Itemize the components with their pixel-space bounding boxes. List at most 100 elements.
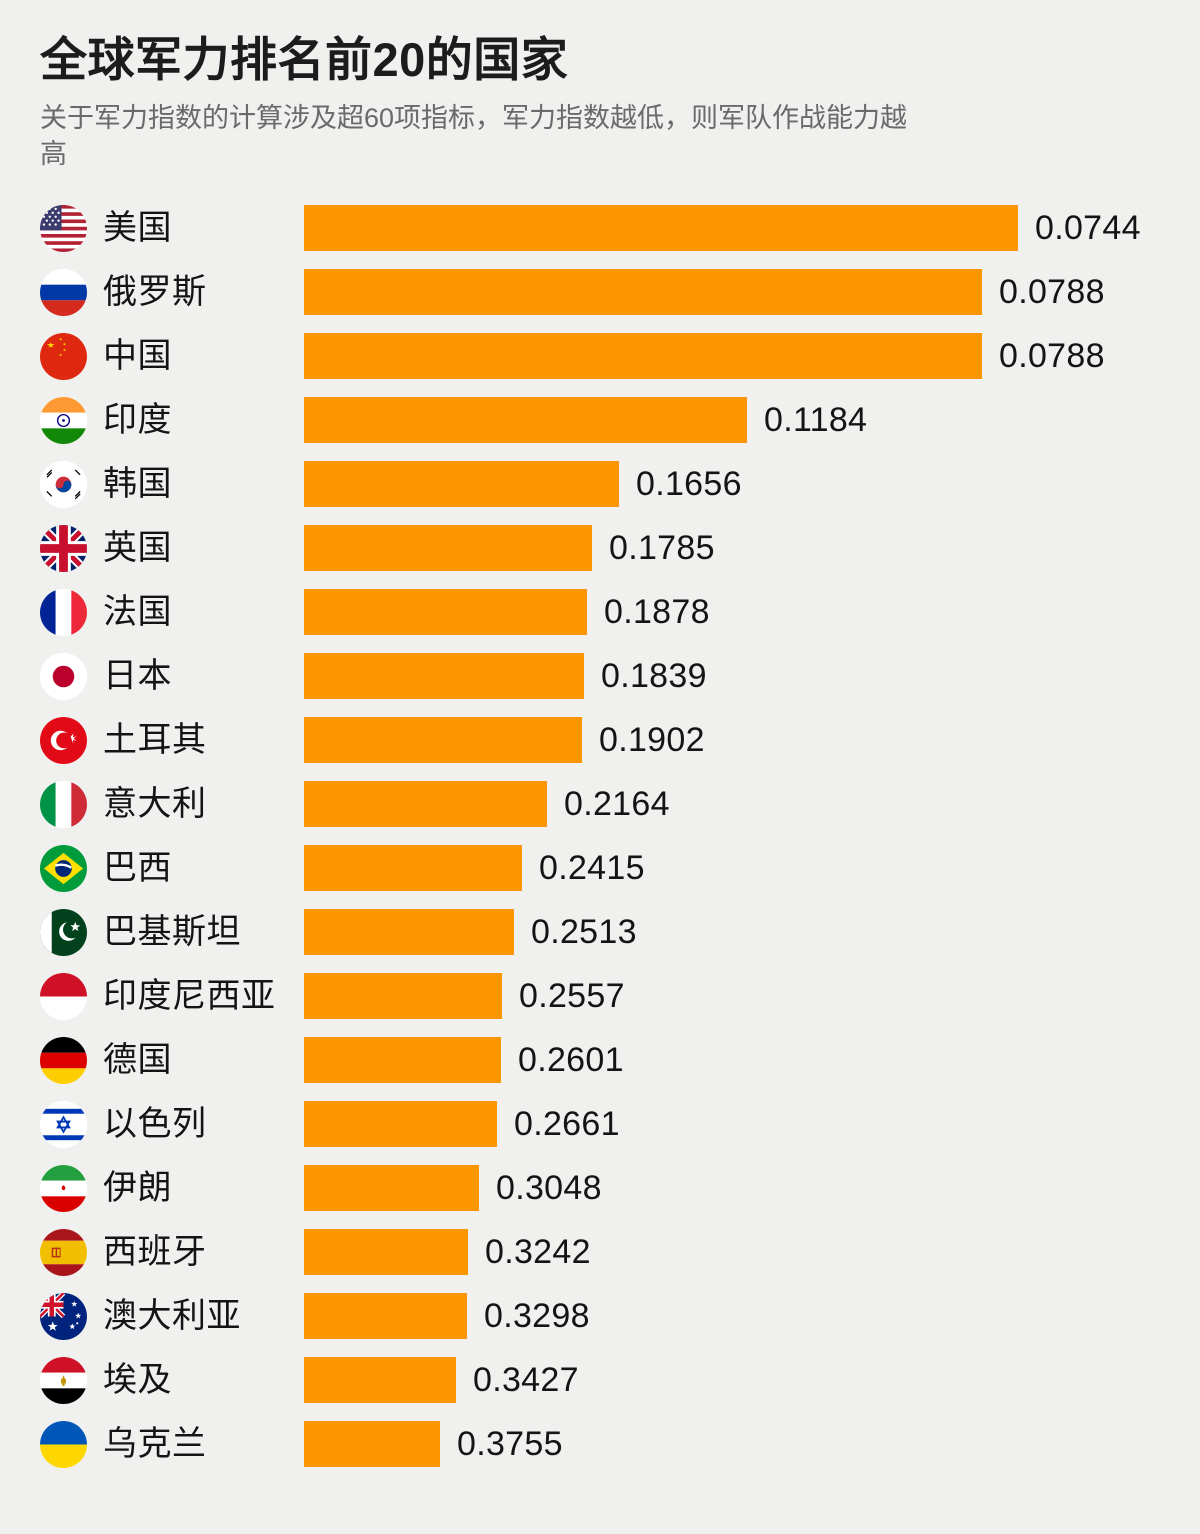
value-label: 0.1184 <box>764 400 868 439</box>
flag-united-kingdom-icon <box>40 524 87 572</box>
bar-area: 0.3242 <box>304 1220 1200 1284</box>
table-row: 俄罗斯 0.0788 <box>40 260 1200 324</box>
bar-area: 0.1656 <box>304 452 1200 516</box>
flag-spain-icon <box>40 1228 87 1276</box>
country-label: 埃及 <box>103 1361 172 1400</box>
table-row: 巴基斯坦 0.2513 <box>40 900 1200 964</box>
country-label: 印度尼西亚 <box>103 977 276 1016</box>
country-label: 澳大利亚 <box>103 1297 241 1336</box>
value-bar <box>304 525 592 572</box>
bar-area: 0.1785 <box>304 516 1200 580</box>
chart-header: 全球军力排名前20的国家 关于军力指数的计算涉及超60项指标，军力指数越低，则军… <box>0 0 1200 172</box>
bar-area: 0.3048 <box>304 1156 1200 1220</box>
flag-south-korea-icon <box>40 460 87 508</box>
table-row: 印度 0.1184 <box>40 388 1200 452</box>
value-label: 0.3427 <box>473 1360 579 1399</box>
country-label: 英国 <box>103 529 172 568</box>
country-label: 西班牙 <box>103 1233 207 1272</box>
table-row: 英国 0.1785 <box>40 516 1200 580</box>
flag-turkey-icon <box>40 716 87 764</box>
value-label: 0.3755 <box>457 1424 563 1463</box>
bar-area: 0.3427 <box>304 1348 1200 1412</box>
value-label: 0.0788 <box>999 272 1105 311</box>
value-bar <box>304 653 584 700</box>
bar-area: 0.1902 <box>304 708 1200 772</box>
value-bar <box>304 589 587 636</box>
value-label: 0.2513 <box>531 912 637 951</box>
country-label: 印度 <box>103 401 172 440</box>
value-label: 0.0788 <box>999 336 1105 375</box>
flag-pakistan-icon <box>40 908 87 956</box>
table-row: 日本 0.1839 <box>40 644 1200 708</box>
bar-area: 0.1839 <box>304 644 1200 708</box>
value-label: 0.2164 <box>564 784 670 823</box>
country-label: 德国 <box>103 1041 172 1080</box>
flag-germany-icon <box>40 1036 87 1084</box>
flag-russia-icon <box>40 268 87 316</box>
bar-area: 0.2513 <box>304 900 1200 964</box>
flag-india-icon <box>40 396 87 444</box>
table-row: 德国 0.2601 <box>40 1028 1200 1092</box>
bar-area: 0.0788 <box>304 260 1200 324</box>
country-label: 伊朗 <box>103 1169 172 1208</box>
value-bar <box>304 845 522 892</box>
table-row: 澳大利亚 0.3298 <box>40 1284 1200 1348</box>
bar-area: 0.2661 <box>304 1092 1200 1156</box>
page-title: 全球军力排名前20的国家 <box>40 33 569 86</box>
value-bar <box>304 717 582 764</box>
bar-area: 0.0744 <box>304 196 1200 260</box>
value-bar <box>304 1165 479 1212</box>
bar-area: 0.2415 <box>304 836 1200 900</box>
value-bar <box>304 461 619 508</box>
value-bar <box>304 1357 456 1404</box>
value-label: 0.1839 <box>601 656 707 695</box>
bar-area: 0.3298 <box>304 1284 1200 1348</box>
flag-brazil-icon <box>40 844 87 892</box>
value-bar <box>304 333 982 380</box>
value-label: 0.2661 <box>514 1104 620 1143</box>
flag-japan-icon <box>40 652 87 700</box>
table-row: 印度尼西亚 0.2557 <box>40 964 1200 1028</box>
flag-china-icon <box>40 332 87 380</box>
bar-area: 0.0788 <box>304 324 1200 388</box>
bar-area: 0.2601 <box>304 1028 1200 1092</box>
value-bar <box>304 1421 440 1468</box>
value-label: 0.1878 <box>604 592 710 631</box>
bar-chart-rows: 美国 0.0744 俄罗斯 0.0788 中国 0.0788 印度 0.1184 韩国 0.165… <box>0 196 1200 1476</box>
flag-united-states-icon <box>40 204 87 252</box>
country-label: 乌克兰 <box>103 1425 207 1464</box>
value-label: 0.2415 <box>539 848 645 887</box>
flag-australia-icon <box>40 1292 87 1340</box>
flag-indonesia-icon <box>40 972 87 1020</box>
value-label: 0.1656 <box>636 464 742 503</box>
country-label: 意大利 <box>103 785 207 824</box>
value-label: 0.1785 <box>609 528 715 567</box>
table-row: 法国 0.1878 <box>40 580 1200 644</box>
table-row: 中国 0.0788 <box>40 324 1200 388</box>
bar-area: 0.2164 <box>304 772 1200 836</box>
country-label: 日本 <box>103 657 172 696</box>
bar-area: 0.1878 <box>304 580 1200 644</box>
value-label: 0.3298 <box>484 1296 590 1335</box>
value-bar <box>304 1101 497 1148</box>
value-bar <box>304 1037 501 1084</box>
country-label: 巴基斯坦 <box>103 913 241 952</box>
flag-france-icon <box>40 588 87 636</box>
chart-subtitle: 关于军力指数的计算涉及超60项指标，军力指数越低，则军队作战能力越高 <box>40 102 908 169</box>
country-label: 俄罗斯 <box>103 273 207 312</box>
bar-area: 0.2557 <box>304 964 1200 1028</box>
value-label: 0.2601 <box>518 1040 624 1079</box>
value-bar <box>304 973 502 1020</box>
value-label: 0.2557 <box>519 976 625 1015</box>
country-label: 法国 <box>103 593 172 632</box>
table-row: 西班牙 0.3242 <box>40 1220 1200 1284</box>
value-label: 0.3048 <box>496 1168 602 1207</box>
value-bar <box>304 1229 468 1276</box>
table-row: 巴西 0.2415 <box>40 836 1200 900</box>
country-label: 以色列 <box>103 1105 207 1144</box>
value-bar <box>304 1293 467 1340</box>
value-bar <box>304 781 547 828</box>
bar-area: 0.1184 <box>304 388 1200 452</box>
flag-italy-icon <box>40 780 87 828</box>
value-bar <box>304 205 1018 252</box>
